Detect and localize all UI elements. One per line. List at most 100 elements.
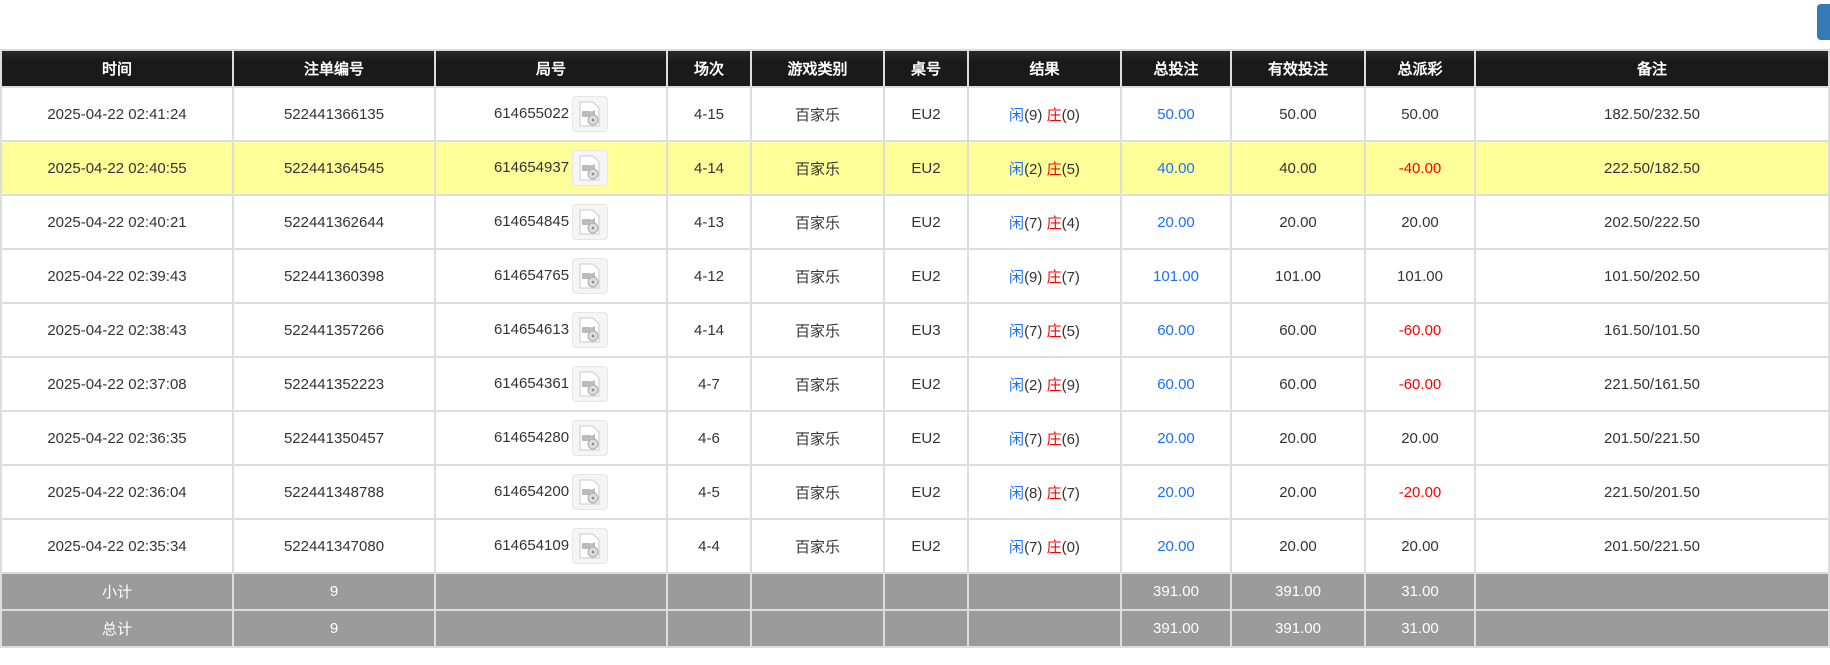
video-replay-icon[interactable] — [572, 258, 609, 294]
cell-round: 614655022 — [434, 86, 668, 142]
table-row[interactable]: 2025-04-22 02:35:34 522441347080 6146541… — [0, 518, 1830, 574]
cell-valid-bet: 20.00 — [1230, 518, 1366, 574]
banker-label: 庄 — [1046, 376, 1062, 394]
table-header: 时间 注单编号 局号 场次 游戏类别 桌号 结果 总投注 有效投注 总派彩 备注 — [0, 49, 1830, 88]
column-header-valid-bet: 有效投注 — [1230, 49, 1366, 88]
cell-note: 222.50/182.50 — [1474, 140, 1830, 196]
player-label: 闲 — [1009, 430, 1025, 448]
column-header-table-no: 桌号 — [883, 49, 969, 88]
cell-payout: 50.00 — [1364, 86, 1476, 142]
video-replay-icon[interactable] — [572, 474, 609, 510]
cell-note: 221.50/161.50 — [1474, 356, 1830, 412]
summary-empty-cell — [967, 572, 1122, 611]
cell-note: 201.50/221.50 — [1474, 518, 1830, 574]
table-row[interactable]: 2025-04-22 02:37:08 522441352223 6146543… — [0, 356, 1830, 412]
cell-note: 201.50/221.50 — [1474, 410, 1830, 466]
summary-label: 小计 — [0, 572, 234, 611]
video-replay-icon[interactable] — [572, 528, 609, 564]
column-header-total-bet: 总投注 — [1120, 49, 1232, 88]
table-row[interactable]: 2025-04-22 02:38:43 522441357266 6146546… — [0, 302, 1830, 358]
video-replay-icon[interactable] — [572, 366, 609, 402]
summary-empty-cell — [883, 609, 969, 648]
cell-note: 202.50/222.50 — [1474, 194, 1830, 250]
top-right-button[interactable] — [1817, 4, 1830, 40]
video-replay-icon[interactable] — [572, 420, 609, 456]
cell-total-bet: 40.00 — [1120, 140, 1232, 196]
cell-valid-bet: 60.00 — [1230, 302, 1366, 358]
cell-bet-id: 522441352223 — [232, 356, 436, 412]
cell-total-bet: 20.00 — [1120, 518, 1232, 574]
table-row[interactable]: 2025-04-22 02:36:04 522441348788 6146542… — [0, 464, 1830, 520]
column-header-payout: 总派彩 — [1364, 49, 1476, 88]
cell-round: 614654613 — [434, 302, 668, 358]
cell-time: 2025-04-22 02:36:35 — [0, 410, 234, 466]
table-row[interactable]: 2025-04-22 02:41:24 522441366135 6146550… — [0, 86, 1830, 142]
banker-points: (5) — [1061, 322, 1080, 340]
player-points: (7) — [1024, 430, 1043, 448]
cell-total-bet: 60.00 — [1120, 302, 1232, 358]
banker-points: (4) — [1061, 214, 1080, 232]
cell-table-no: EU2 — [883, 86, 969, 142]
player-label: 闲 — [1009, 538, 1025, 556]
video-replay-icon[interactable] — [572, 150, 609, 186]
summary-empty-cell — [883, 572, 969, 611]
cell-game-type: 百家乐 — [750, 194, 885, 250]
cell-total-bet: 20.00 — [1120, 410, 1232, 466]
table-row[interactable]: 2025-04-22 02:40:21 522441362644 6146548… — [0, 194, 1830, 250]
cell-round: 614654937 — [434, 140, 668, 196]
banker-label: 庄 — [1046, 160, 1062, 178]
cell-table-no: EU2 — [883, 140, 969, 196]
round-number: 614654845 — [493, 212, 570, 230]
cell-session: 4-15 — [666, 86, 752, 142]
cell-bet-id: 522441347080 — [232, 518, 436, 574]
cell-session: 4-5 — [666, 464, 752, 520]
cell-time: 2025-04-22 02:36:04 — [0, 464, 234, 520]
column-header-note: 备注 — [1474, 49, 1830, 88]
cell-bet-id: 522441366135 — [232, 86, 436, 142]
video-replay-icon[interactable] — [572, 312, 609, 348]
cell-game-type: 百家乐 — [750, 86, 885, 142]
cell-note: 182.50/232.50 — [1474, 86, 1830, 142]
cell-time: 2025-04-22 02:39:43 — [0, 248, 234, 304]
player-points: (8) — [1024, 484, 1043, 502]
cell-payout: -20.00 — [1364, 464, 1476, 520]
cell-note: 101.50/202.50 — [1474, 248, 1830, 304]
cell-valid-bet: 101.00 — [1230, 248, 1366, 304]
summary-empty-cell — [750, 609, 885, 648]
round-number: 614654361 — [493, 374, 570, 392]
table-row[interactable]: 2025-04-22 02:39:43 522441360398 6146547… — [0, 248, 1830, 304]
cell-valid-bet: 20.00 — [1230, 464, 1366, 520]
cell-table-no: EU2 — [883, 194, 969, 250]
banker-label: 庄 — [1046, 538, 1062, 556]
cell-round: 614654280 — [434, 410, 668, 466]
summary-empty-cell — [434, 609, 668, 648]
video-replay-icon[interactable] — [572, 204, 609, 240]
cell-game-type: 百家乐 — [750, 464, 885, 520]
cell-result: 闲(7) 庄(4) — [967, 194, 1122, 250]
cell-time: 2025-04-22 02:35:34 — [0, 518, 234, 574]
player-label: 闲 — [1009, 268, 1025, 286]
cell-game-type: 百家乐 — [750, 302, 885, 358]
summary-total-bet: 391.00 — [1120, 609, 1232, 648]
cell-result: 闲(8) 庄(7) — [967, 464, 1122, 520]
cell-total-bet: 20.00 — [1120, 464, 1232, 520]
video-replay-icon[interactable] — [572, 96, 609, 132]
player-label: 闲 — [1009, 106, 1025, 124]
player-label: 闲 — [1009, 376, 1025, 394]
banker-label: 庄 — [1046, 106, 1062, 124]
summary-total-bet: 391.00 — [1120, 572, 1232, 611]
cell-payout: -40.00 — [1364, 140, 1476, 196]
banker-label: 庄 — [1046, 484, 1062, 502]
banker-points: (0) — [1061, 106, 1080, 124]
cell-table-no: EU3 — [883, 302, 969, 358]
cell-time: 2025-04-22 02:40:55 — [0, 140, 234, 196]
cell-total-bet: 60.00 — [1120, 356, 1232, 412]
cell-round: 614654109 — [434, 518, 668, 574]
table-row[interactable]: 2025-04-22 02:40:55 522441364545 6146549… — [0, 140, 1830, 196]
table-row[interactable]: 2025-04-22 02:36:35 522441350457 6146542… — [0, 410, 1830, 466]
cell-time: 2025-04-22 02:38:43 — [0, 302, 234, 358]
cell-table-no: EU2 — [883, 464, 969, 520]
cell-valid-bet: 60.00 — [1230, 356, 1366, 412]
cell-session: 4-7 — [666, 356, 752, 412]
cell-result: 闲(7) 庄(6) — [967, 410, 1122, 466]
